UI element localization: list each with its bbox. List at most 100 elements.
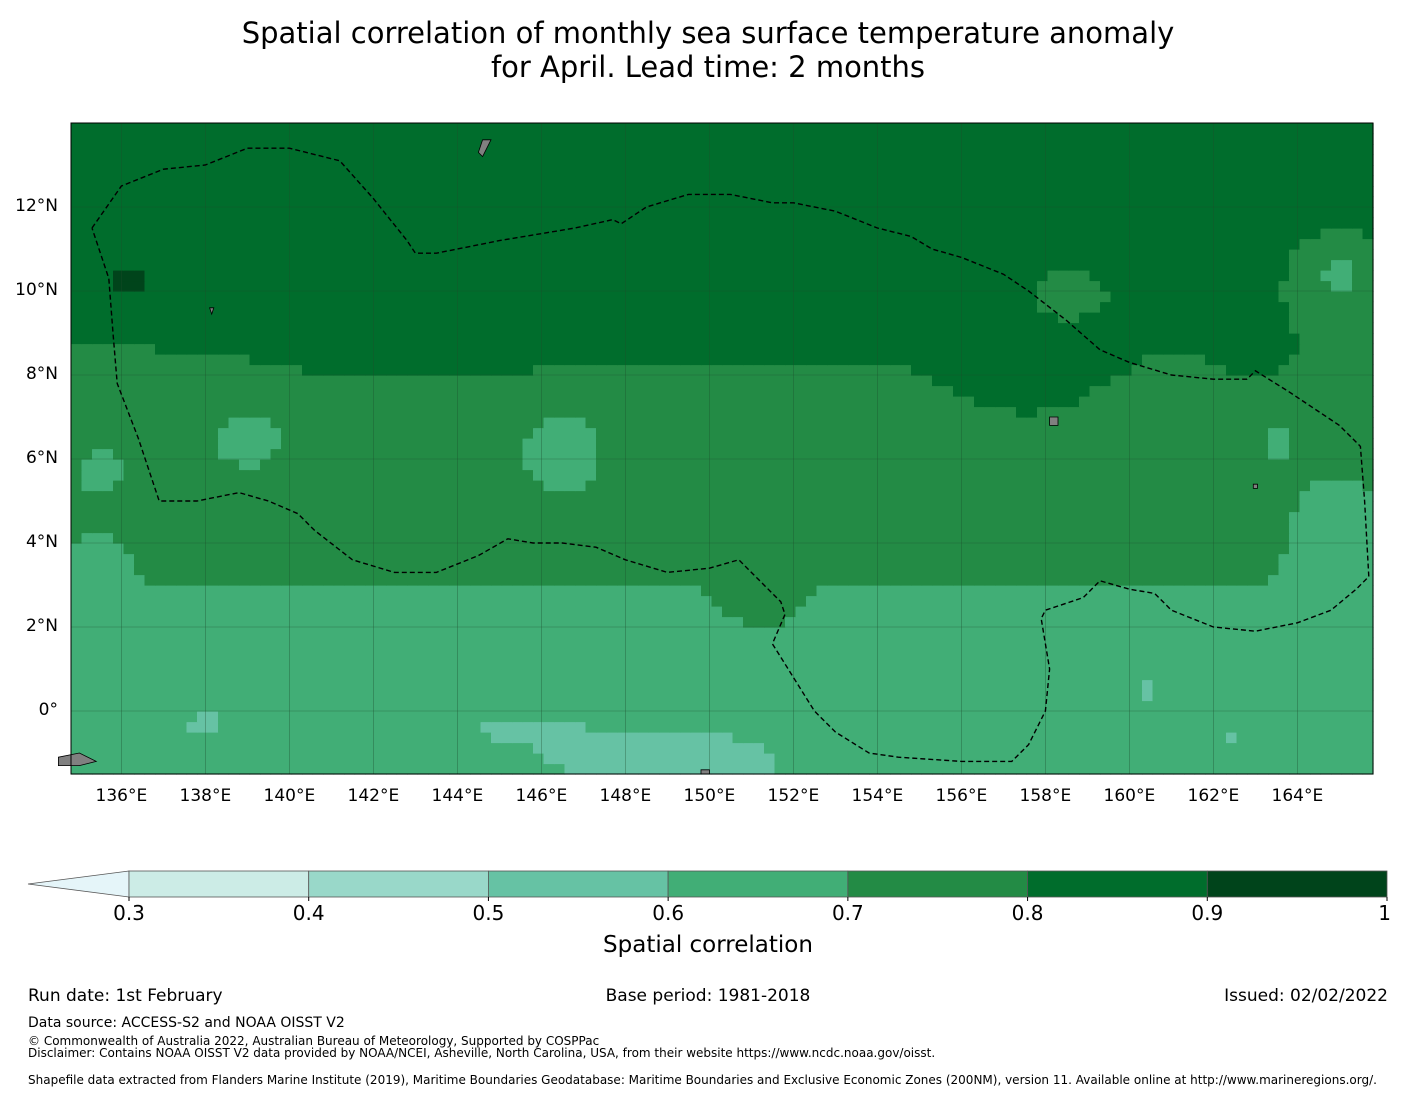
field-cell — [1362, 690, 1374, 702]
field-cell — [1331, 438, 1343, 450]
field-cell — [785, 406, 797, 418]
field-cell — [186, 679, 198, 691]
field-cell — [1089, 553, 1101, 565]
field-cell — [806, 564, 818, 576]
field-cell — [186, 354, 198, 366]
field-cell — [627, 616, 639, 628]
field-cell — [1205, 700, 1217, 712]
field-cell — [827, 742, 839, 754]
field-cell — [491, 385, 503, 397]
field-cell — [953, 511, 965, 523]
field-cell — [701, 364, 713, 376]
field-cell — [491, 742, 503, 754]
field-cell — [449, 522, 461, 534]
field-cell — [848, 616, 860, 628]
field-cell — [1121, 742, 1133, 754]
field-cell — [92, 627, 104, 639]
field-cell — [1037, 690, 1049, 702]
field-cell — [585, 438, 597, 450]
field-cell — [575, 385, 587, 397]
field-cell — [407, 396, 419, 408]
field-cell — [669, 553, 681, 565]
field-cell — [239, 669, 251, 681]
field-cell — [816, 438, 828, 450]
field-cell — [1047, 490, 1059, 502]
field-cell — [1089, 459, 1101, 471]
field-cell — [575, 637, 587, 649]
field-cell — [627, 438, 639, 450]
field-cell — [1131, 627, 1143, 639]
field-cell — [113, 564, 125, 576]
field-cell — [218, 396, 230, 408]
field-cell — [1058, 490, 1070, 502]
field-cell — [932, 364, 944, 376]
field-cell — [690, 532, 702, 544]
field-cell — [816, 511, 828, 523]
field-cell — [144, 427, 156, 439]
field-cell — [795, 553, 807, 565]
field-cell — [365, 763, 377, 775]
field-cell — [1058, 742, 1070, 754]
field-cell — [963, 742, 975, 754]
field-cell — [165, 585, 177, 597]
field-cell — [617, 679, 629, 691]
field-cell — [207, 543, 219, 555]
field-cell — [449, 480, 461, 492]
field-cell — [228, 364, 240, 376]
field-cell — [837, 364, 849, 376]
field-cell — [659, 427, 671, 439]
field-cell — [323, 574, 335, 586]
field-cell — [890, 480, 902, 492]
field-cell — [984, 417, 996, 429]
field-cell — [1352, 700, 1364, 712]
field-cell — [491, 564, 503, 576]
field-cell — [837, 427, 849, 439]
field-cell — [407, 700, 419, 712]
field-cell — [869, 448, 881, 460]
field-cell — [291, 511, 303, 523]
field-cell — [1068, 553, 1080, 565]
field-cell — [848, 522, 860, 534]
field-cell — [134, 511, 146, 523]
field-cell — [417, 763, 429, 775]
field-cell — [428, 711, 440, 723]
field-cell — [554, 364, 566, 376]
field-cell — [711, 595, 723, 607]
field-cell — [375, 532, 387, 544]
field-cell — [144, 585, 156, 597]
field-cell — [92, 532, 104, 544]
field-cell — [365, 438, 377, 450]
field-cell — [375, 427, 387, 439]
field-cell — [575, 427, 587, 439]
field-cell — [1341, 637, 1353, 649]
field-cell — [1131, 396, 1143, 408]
field-cell — [386, 637, 398, 649]
field-cell — [1037, 595, 1049, 607]
field-cell — [1100, 690, 1112, 702]
field-cell — [627, 480, 639, 492]
field-cell — [1173, 574, 1185, 586]
field-cell — [470, 459, 482, 471]
field-cell — [774, 637, 786, 649]
field-cell — [764, 354, 776, 366]
field-cell — [512, 753, 524, 765]
field-cell — [186, 711, 198, 723]
field-cell — [207, 753, 219, 765]
field-cell — [428, 532, 440, 544]
field-cell — [1194, 417, 1206, 429]
field-cell — [617, 690, 629, 702]
field-cell — [186, 616, 198, 628]
field-cell — [81, 343, 93, 355]
field-cell — [680, 438, 692, 450]
field-cell — [1184, 648, 1196, 660]
field-cell — [1016, 490, 1028, 502]
field-cell — [690, 375, 702, 387]
field-cell — [1341, 627, 1353, 639]
field-cell — [1037, 438, 1049, 450]
field-cell — [953, 753, 965, 765]
field-cell — [575, 396, 587, 408]
field-cell — [911, 690, 923, 702]
field-cell — [428, 753, 440, 765]
field-cell — [1331, 732, 1343, 744]
field-cell — [1184, 553, 1196, 565]
